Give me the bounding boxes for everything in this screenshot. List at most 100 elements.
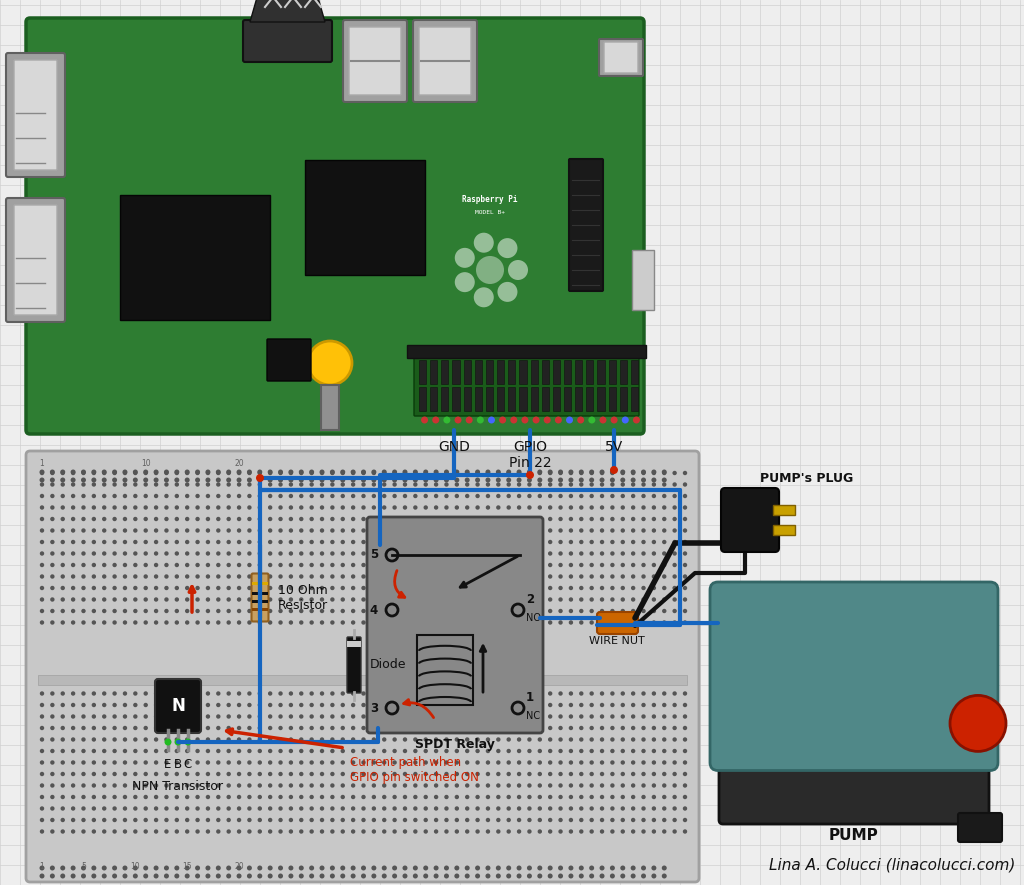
Circle shape xyxy=(683,795,687,799)
Circle shape xyxy=(113,795,117,799)
Circle shape xyxy=(485,866,490,871)
Circle shape xyxy=(610,528,614,533)
Circle shape xyxy=(548,691,552,696)
Circle shape xyxy=(423,470,428,474)
Circle shape xyxy=(475,482,480,487)
Circle shape xyxy=(673,482,677,487)
Circle shape xyxy=(455,680,459,684)
Circle shape xyxy=(289,620,293,625)
Circle shape xyxy=(175,806,179,811)
Circle shape xyxy=(143,609,147,613)
Circle shape xyxy=(361,609,366,613)
Circle shape xyxy=(319,737,325,742)
Circle shape xyxy=(361,517,366,521)
Circle shape xyxy=(631,772,635,776)
Circle shape xyxy=(341,540,345,544)
Circle shape xyxy=(485,714,490,719)
Circle shape xyxy=(206,680,210,684)
Circle shape xyxy=(444,540,449,544)
Circle shape xyxy=(662,873,667,879)
Circle shape xyxy=(81,597,86,602)
Circle shape xyxy=(631,873,636,879)
Circle shape xyxy=(319,540,325,544)
Circle shape xyxy=(444,726,449,730)
Circle shape xyxy=(289,795,293,799)
Circle shape xyxy=(434,494,438,498)
Circle shape xyxy=(206,586,210,590)
Circle shape xyxy=(258,597,262,602)
Circle shape xyxy=(475,609,480,613)
Circle shape xyxy=(154,609,159,613)
Circle shape xyxy=(268,772,272,776)
Circle shape xyxy=(485,478,490,482)
Circle shape xyxy=(432,417,439,424)
Circle shape xyxy=(673,772,677,776)
Circle shape xyxy=(372,609,376,613)
Circle shape xyxy=(413,873,418,879)
Circle shape xyxy=(81,563,86,567)
Circle shape xyxy=(102,517,106,521)
Circle shape xyxy=(289,806,293,811)
Circle shape xyxy=(330,563,335,567)
Circle shape xyxy=(527,680,531,684)
Circle shape xyxy=(485,680,490,684)
Circle shape xyxy=(268,597,272,602)
Circle shape xyxy=(299,783,303,788)
Circle shape xyxy=(174,873,179,879)
Bar xyxy=(508,387,515,411)
Circle shape xyxy=(133,714,137,719)
Circle shape xyxy=(226,829,230,834)
Circle shape xyxy=(319,517,325,521)
Circle shape xyxy=(651,726,656,730)
Circle shape xyxy=(143,795,147,799)
Circle shape xyxy=(663,574,667,579)
Circle shape xyxy=(631,540,635,544)
Circle shape xyxy=(621,478,626,482)
Circle shape xyxy=(434,726,438,730)
Circle shape xyxy=(496,714,501,719)
Circle shape xyxy=(663,482,667,487)
Circle shape xyxy=(164,470,169,474)
Circle shape xyxy=(600,494,604,498)
Circle shape xyxy=(351,574,355,579)
Circle shape xyxy=(71,494,76,498)
Circle shape xyxy=(279,760,283,765)
Circle shape xyxy=(133,586,137,590)
Circle shape xyxy=(683,737,687,742)
Circle shape xyxy=(81,540,86,544)
Circle shape xyxy=(237,726,242,730)
Circle shape xyxy=(102,680,106,684)
Circle shape xyxy=(548,726,552,730)
Circle shape xyxy=(663,703,667,707)
Circle shape xyxy=(424,586,428,590)
Circle shape xyxy=(578,417,584,424)
Circle shape xyxy=(164,714,169,719)
Circle shape xyxy=(382,620,386,625)
Circle shape xyxy=(279,505,283,510)
Circle shape xyxy=(673,783,677,788)
Circle shape xyxy=(226,783,230,788)
Circle shape xyxy=(289,471,293,475)
Circle shape xyxy=(517,680,521,684)
Circle shape xyxy=(267,478,272,482)
Circle shape xyxy=(651,609,656,613)
Circle shape xyxy=(113,691,117,696)
Circle shape xyxy=(258,806,262,811)
Circle shape xyxy=(299,772,303,776)
Circle shape xyxy=(610,714,614,719)
Circle shape xyxy=(444,691,449,696)
FancyBboxPatch shape xyxy=(6,198,65,322)
Circle shape xyxy=(341,749,345,753)
Circle shape xyxy=(392,829,397,834)
Circle shape xyxy=(631,806,635,811)
Circle shape xyxy=(382,726,386,730)
Circle shape xyxy=(610,829,614,834)
Circle shape xyxy=(40,680,44,684)
Circle shape xyxy=(392,726,397,730)
Circle shape xyxy=(568,470,573,474)
Circle shape xyxy=(590,620,594,625)
Circle shape xyxy=(237,517,242,521)
Circle shape xyxy=(81,829,86,834)
Circle shape xyxy=(548,494,552,498)
Circle shape xyxy=(465,574,469,579)
